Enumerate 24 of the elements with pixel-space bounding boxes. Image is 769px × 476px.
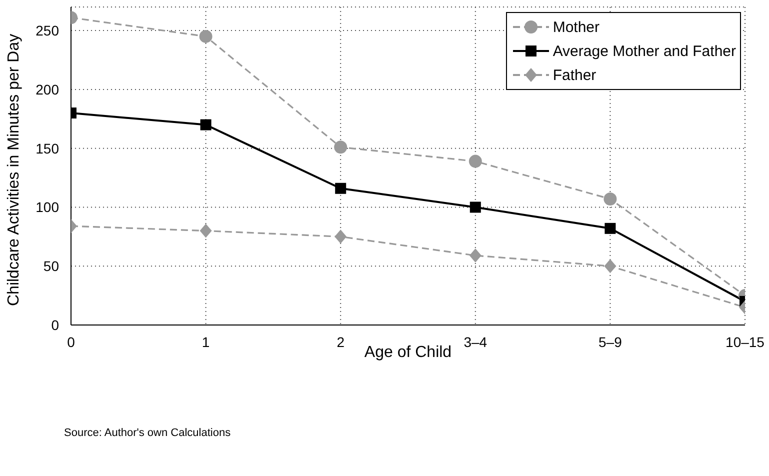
x-tick-label: 10–15 xyxy=(726,334,765,350)
y-axis-title: Childcare Activities in Minutes per Day xyxy=(6,34,23,306)
x-tick-label: 0 xyxy=(67,334,76,350)
y-tick-label: 150 xyxy=(36,140,60,156)
x-tick-label: 1 xyxy=(202,334,210,350)
y-tick-label: 0 xyxy=(51,316,60,333)
x-axis-title: Age of Child xyxy=(364,344,452,361)
point xyxy=(334,140,348,154)
point xyxy=(469,248,482,263)
legend-label: Father xyxy=(552,66,596,84)
source-note: Source: Author's own Calculations xyxy=(64,427,231,439)
y-tick-label: 50 xyxy=(43,258,60,274)
point xyxy=(470,202,481,213)
legend-label: Mother xyxy=(552,18,600,36)
x-tick-label: 2 xyxy=(336,334,345,350)
x-tick-label: 5–9 xyxy=(598,334,622,350)
legend-label: Average Mother and Father xyxy=(552,42,736,60)
point xyxy=(334,230,347,244)
point xyxy=(335,182,346,194)
y-tick-label: 100 xyxy=(36,199,60,216)
x-tick-label: 3–4 xyxy=(464,334,488,350)
y-tick-label: 250 xyxy=(36,22,60,39)
y-tick-label: 200 xyxy=(36,81,60,98)
point xyxy=(468,154,482,168)
